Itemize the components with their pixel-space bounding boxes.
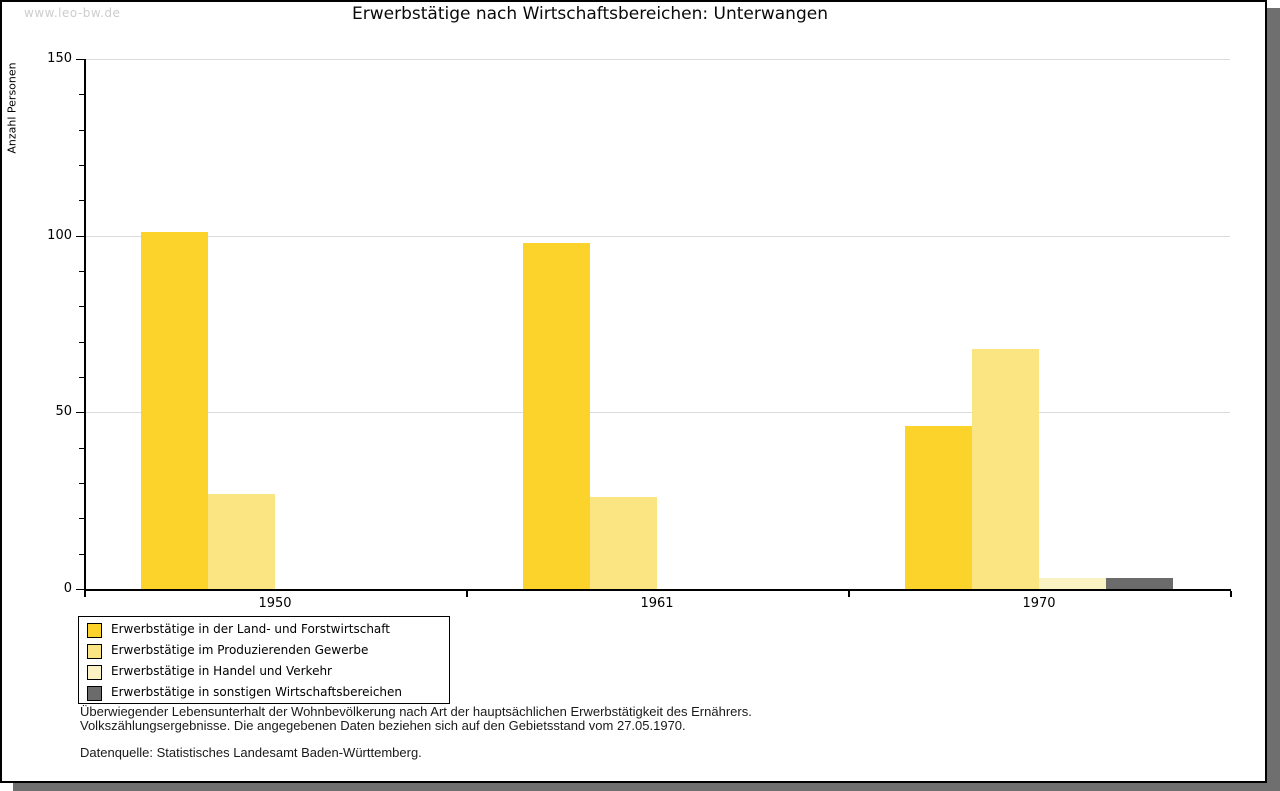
bar-1950-series-2 <box>208 494 275 589</box>
y-major-tick-50 <box>76 412 84 413</box>
y-minor-tick-60 <box>79 377 84 378</box>
y-minor-tick-10 <box>79 554 84 555</box>
y-minor-tick-110 <box>79 200 84 201</box>
gridline-y-100 <box>84 236 1230 237</box>
y-major-tick-0 <box>76 589 84 590</box>
y-minor-tick-80 <box>79 306 84 307</box>
y-minor-tick-70 <box>79 342 84 343</box>
footnote-source: Datenquelle: Statistisches Landesamt Bad… <box>80 745 422 760</box>
legend-swatch-icon <box>87 686 102 701</box>
bar-1961-series-1 <box>523 243 590 589</box>
legend-row-3: Erwerbstätige in Handel und Verkehr <box>79 663 449 683</box>
bar-1970-series-3 <box>1039 578 1106 589</box>
legend-label: Erwerbstätige im Produzierenden Gewerbe <box>111 643 369 657</box>
legend-row-4: Erwerbstätige in sonstigen Wirtschaftsbe… <box>79 684 449 704</box>
x-tick-1 <box>466 591 468 597</box>
x-axis-line <box>84 589 1231 591</box>
y-tick-label-150: 150 <box>47 51 72 66</box>
legend-row-2: Erwerbstätige im Produzierenden Gewerbe <box>79 642 449 662</box>
x-category-label-1950: 1950 <box>258 596 292 611</box>
bar-1970-series-4 <box>1106 578 1173 589</box>
y-axis-title: Anzahl Personen <box>5 62 19 154</box>
legend-label: Erwerbstätige in sonstigen Wirtschaftsbe… <box>111 685 403 699</box>
y-tick-label-100: 100 <box>47 228 72 243</box>
y-major-tick-100 <box>76 236 84 237</box>
legend: Erwerbstätige in der Land- und Forstwirt… <box>78 616 450 704</box>
y-tick-label-0: 0 <box>63 581 72 596</box>
legend-label: Erwerbstätige in der Land- und Forstwirt… <box>111 622 390 636</box>
x-tick-3 <box>1230 591 1232 597</box>
legend-swatch-icon <box>87 644 102 659</box>
y-minor-tick-120 <box>79 165 84 166</box>
gridline-y-150 <box>84 59 1230 60</box>
footnote-line-1: Überwiegender Lebensunterhalt der Wohnbe… <box>80 704 752 719</box>
y-minor-tick-140 <box>79 94 84 95</box>
y-minor-tick-90 <box>79 271 84 272</box>
y-major-tick-150 <box>76 59 84 60</box>
x-category-label-1961: 1961 <box>640 596 674 611</box>
watermark-text: www.leo-bw.de <box>24 6 121 20</box>
x-category-label-1970: 1970 <box>1022 596 1056 611</box>
y-minor-tick-30 <box>79 483 84 484</box>
x-tick-0 <box>84 591 86 597</box>
y-minor-tick-130 <box>79 130 84 131</box>
gridline-y-50 <box>84 412 1230 413</box>
legend-swatch-icon <box>87 623 102 638</box>
footnote-line-2: Volkszählungsergebnisse. Die angegebenen… <box>80 718 686 733</box>
legend-swatch-icon <box>87 665 102 680</box>
y-tick-label-50: 50 <box>55 404 72 419</box>
legend-row-1: Erwerbstätige in der Land- und Forstwirt… <box>79 621 449 641</box>
y-axis-line <box>84 59 86 591</box>
bar-1970-series-1 <box>905 426 972 589</box>
legend-label: Erwerbstätige in Handel und Verkehr <box>111 664 332 678</box>
bar-1961-series-2 <box>590 497 657 589</box>
y-minor-tick-40 <box>79 448 84 449</box>
chart-title: Erwerbstätige nach Wirtschaftsbereichen:… <box>352 4 828 24</box>
bar-1950-series-1 <box>141 232 208 589</box>
y-minor-tick-20 <box>79 518 84 519</box>
x-tick-2 <box>848 591 850 597</box>
bar-1970-series-2 <box>972 349 1039 589</box>
footnotes: Überwiegender Lebensunterhalt der Wohnbe… <box>80 705 752 760</box>
